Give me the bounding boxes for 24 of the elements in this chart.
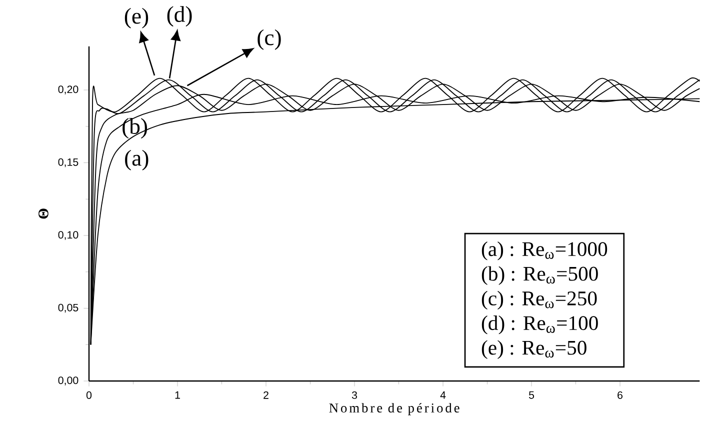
- y-tick-label: 0,20: [58, 86, 78, 94]
- x-tick-label: 2: [264, 391, 268, 399]
- annotation: (d): [167, 6, 192, 27]
- x-tick-label: 1: [175, 391, 180, 399]
- annotation: (c) : Re$_{ω}$=250: [482, 290, 597, 310]
- annotation: (e): [124, 8, 148, 28]
- y-tick-label: 0,15: [58, 158, 78, 168]
- x-tick-label: 3: [352, 391, 357, 399]
- annotation: (c): [258, 29, 281, 50]
- annotation: (b) : Re$_{ω}$=500: [482, 266, 598, 285]
- x-tick-label: 5: [528, 391, 534, 399]
- x-tick-label: 0: [86, 391, 92, 399]
- annotation: (e) : Re$_{ω}$=50: [482, 340, 586, 359]
- annotation: (a) : Re$_{ω}$=1000: [482, 242, 608, 260]
- y-tick-label: 0,00: [58, 376, 78, 386]
- y-tick-label: 0,05: [58, 304, 78, 313]
- x-axis-title: Nombre de période: [329, 403, 460, 416]
- x-tick-label: 6: [618, 391, 623, 399]
- annotation: (a): [125, 150, 148, 170]
- y-axis-title: Θ: [38, 208, 48, 219]
- annotation: (d) : Re$_{ω}$=100: [482, 316, 598, 334]
- x-tick-label: 4: [440, 391, 446, 399]
- y-tick-label: 0,10: [58, 231, 78, 240]
- annotation: (b): [122, 118, 148, 139]
